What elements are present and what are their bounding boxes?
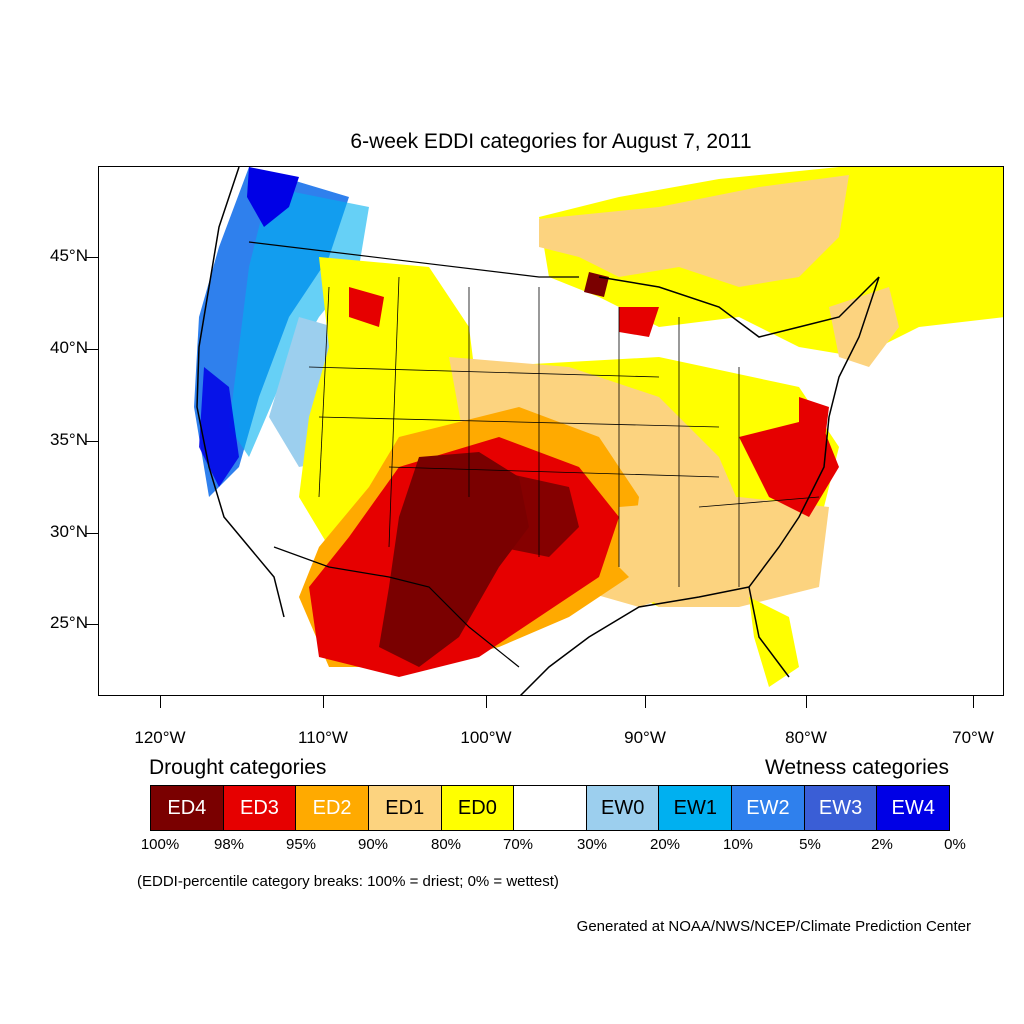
region-west-ed0 xyxy=(299,257,479,547)
break-label: 2% xyxy=(871,836,893,853)
lat-label-30: 30°N xyxy=(50,522,88,541)
us-mexico-border xyxy=(273,546,520,668)
lon-label-70: 70°W xyxy=(952,728,994,747)
drought-categories-title: Drought categories xyxy=(149,756,327,779)
lat-tick-30 xyxy=(86,533,98,534)
legend-box-ew2: EW2 xyxy=(732,786,805,830)
legend-label-ed0: ED0 xyxy=(457,796,497,819)
break-label: 5% xyxy=(799,836,821,853)
legend-label-ew4: EW4 xyxy=(891,796,935,819)
break-label: 30% xyxy=(576,836,608,853)
region-michigan-ed3 xyxy=(619,307,659,337)
region-ne-ed1 xyxy=(829,287,899,367)
region-oklahoma-ed4 xyxy=(479,467,579,557)
break-label: 98% xyxy=(213,836,245,853)
legend-label-ed3: ED3 xyxy=(240,796,279,819)
state-borders xyxy=(308,276,820,587)
lon-label-90: 90°W xyxy=(624,728,666,747)
coastline-west xyxy=(196,167,285,618)
lat-tick-45 xyxy=(86,257,98,258)
lon-tick-120 xyxy=(160,696,161,708)
lat-label-25: 25°N xyxy=(50,613,88,632)
percentile-note: (EDDI-percentile category breaks: 100% =… xyxy=(137,873,559,890)
lat-tick-35 xyxy=(86,441,98,442)
legend-label-ew1: EW1 xyxy=(673,796,717,819)
break-label: 90% xyxy=(357,836,389,853)
legend-box-ew3: EW3 xyxy=(804,786,878,830)
region-mid-atlantic-ed3 xyxy=(799,397,829,447)
legend-box-ed2: ED2 xyxy=(296,786,369,830)
break-label: 20% xyxy=(649,836,681,853)
category-legend: ED4 ED3 ED2 ED1 ED0 EW0 EW1 EW2 EW3 EW4 xyxy=(150,785,950,831)
us-canada-border xyxy=(248,241,579,278)
lat-tick-25 xyxy=(86,624,98,625)
lat-label-40: 40°N xyxy=(50,338,88,357)
lon-tick-90 xyxy=(645,696,646,708)
lat-label-45: 45°N xyxy=(50,246,88,265)
region-se-ed1 xyxy=(619,497,829,607)
legend-label-ew0: EW0 xyxy=(600,796,645,819)
lon-label-80: 80°W xyxy=(785,728,827,747)
legend-box-ew4: EW4 xyxy=(877,786,950,830)
legend-label-ew3: EW3 xyxy=(818,796,863,819)
lon-tick-100 xyxy=(486,696,487,708)
legend-box-ew1: EW1 xyxy=(659,786,733,830)
lon-label-120: 120°W xyxy=(134,728,186,747)
legend-box-ed3: ED3 xyxy=(223,786,297,830)
lon-tick-80 xyxy=(806,696,807,708)
break-label: 95% xyxy=(285,836,317,853)
credit-line: Generated at NOAA/NWS/NCEP/Climate Predi… xyxy=(576,918,971,935)
region-canada-ed1 xyxy=(539,175,849,287)
coastline-gulf xyxy=(519,586,750,695)
lat-label-35: 35°N xyxy=(50,430,88,449)
break-label: 10% xyxy=(722,836,754,853)
legend-box-ed1: ED1 xyxy=(368,786,442,830)
break-label: 0% xyxy=(944,836,966,853)
lon-label-100: 100°W xyxy=(460,728,512,747)
break-label: 100% xyxy=(140,836,180,853)
legend-box-ed0: ED0 xyxy=(441,786,515,830)
legend-label-ew2: EW2 xyxy=(746,796,790,819)
lon-tick-70 xyxy=(973,696,974,708)
eddi-map-canvas xyxy=(99,167,1003,695)
lat-tick-40 xyxy=(86,349,98,350)
lon-tick-110 xyxy=(323,696,324,708)
lon-label-110: 110°W xyxy=(298,728,348,747)
break-label: 80% xyxy=(430,836,462,853)
legend-label-ed4: ED4 xyxy=(167,796,207,819)
great-lakes xyxy=(598,276,880,338)
region-calif-ew4 xyxy=(199,367,239,487)
region-pnw-ew4 xyxy=(247,167,299,227)
wetness-categories-title: Wetness categories xyxy=(764,756,949,779)
region-florida-ed0 xyxy=(749,597,799,687)
legend-box-ed4: ED4 xyxy=(151,786,224,830)
legend-label-ed2: ED2 xyxy=(312,796,352,819)
map-title: 6-week EDDI categories for August 7, 201… xyxy=(350,130,752,153)
coastline-east xyxy=(748,276,880,678)
legend-box-ew0: EW0 xyxy=(586,786,660,830)
legend-box-neutral xyxy=(514,786,587,830)
legend-label-ed1: ED1 xyxy=(385,796,425,819)
eddi-map xyxy=(98,166,1004,696)
break-label: 70% xyxy=(502,836,534,853)
region-montana-ed3 xyxy=(349,287,384,327)
